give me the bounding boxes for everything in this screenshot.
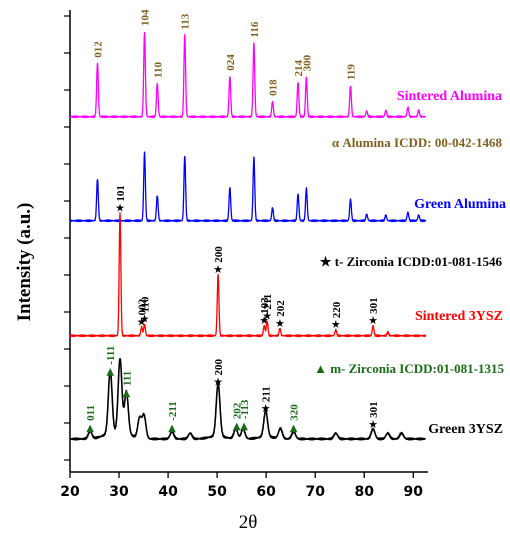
x-axis-label: 2θ [239,512,258,533]
monoclinic-triangle-marker: ▲ [106,367,114,378]
sintered-ysz-hkl-label: 211 [262,294,274,310]
tetragonal-star-marker: ★ [368,314,378,327]
tetragonal-star-marker: ★ [137,315,147,328]
green-ysz-hkl-label: 011 [85,405,97,421]
sintered-ysz-hkl-label: 202 [275,300,287,317]
series-line-sintered-3ysz [69,212,427,338]
tetragonal-star-marker: ★ [261,402,271,415]
alumina-hkl-label: 018 [268,79,280,96]
alumina-hkl-label: 024 [225,54,237,71]
green-ysz-hkl-label: 320 [289,404,301,421]
alumina-hkl-label: 119 [346,64,358,80]
legend-sintered-alumina: Sintered Alumina [397,89,502,104]
y-ticks [64,15,70,461]
tetragonal-star-marker: ★ [368,418,378,431]
green-ysz-hkl-label: 211 [261,386,273,402]
ref-m-zirconia: ▲ m- Zirconia ICDD:01-081-1315 [314,361,504,376]
tetragonal-star-marker: ★ [275,317,285,330]
sintered-ysz-hkl-label: 110 [140,296,152,312]
tetragonal-star-marker: ★ [259,314,269,327]
tetragonal-star-marker: ★ [213,263,223,276]
green-ysz-hkl-label: 202 [232,402,244,419]
x-tick-label: 40 [158,484,178,500]
sintered-ysz-hkl-label: 002 [137,298,149,315]
ref-t-zirconia: ★ t- Zirconia ICDD:01-081-1546 [320,254,503,269]
x-tick-label: 70 [305,484,325,500]
alumina-hkl-label: 113 [180,13,192,29]
alumina-hkl-label: 012 [92,41,104,58]
alumina-hkl-label: 116 [249,21,261,37]
legend-green-3ysz: Green 3YSZ [428,422,503,437]
ref-alpha-alumina: α Alumina ICDD: 00-042-1468 [332,135,503,150]
legend-sintered-3ysz: Sintered 3YSZ [415,309,503,324]
green-ysz-hkl-label: -111 [105,346,117,365]
y-axis-label: Intensity (a.u.) [14,203,35,322]
axes [69,10,428,473]
green-ysz-hkl-label: -113 [239,399,251,419]
x-tick-label: 90 [404,484,424,500]
green-ysz-hkl-label: -211 [167,401,179,421]
alumina-hkl-label: 110 [152,61,164,77]
tetragonal-star-marker: ★ [331,318,341,331]
green-ysz-hkl-label: 301 [368,401,380,418]
series-line-green-alumina [69,151,427,223]
series-line-sintered-alumina [69,31,427,119]
tetragonal-star-marker: ★ [115,202,125,215]
monoclinic-triangle-marker: ▲ [233,421,241,432]
tetragonal-star-marker: ★ [262,310,272,323]
tetragonal-star-marker: ★ [213,375,223,388]
series-layer [69,31,427,441]
alumina-hkl-label: 214 [293,59,305,76]
monoclinic-triangle-marker: ▲ [290,423,298,434]
x-ticks: 20 30 40 50 60 70 80 90 [60,472,423,500]
annotation-layer: 012104110113024116018214300119★101★002★1… [85,9,380,434]
series-line-green-3ysz [69,357,427,441]
monoclinic-triangle-marker: ▲ [240,421,248,432]
monoclinic-triangle-marker: ▲ [123,388,131,399]
green-ysz-hkl-label: 200 [213,358,225,375]
alumina-hkl-label: 300 [301,54,313,71]
x-tick-label: 50 [207,484,227,500]
monoclinic-triangle-marker: ▲ [86,423,94,434]
x-tick-label: 30 [109,484,129,500]
x-tick-label: 60 [256,484,276,500]
alumina-hkl-label: 104 [140,9,152,26]
x-tick-label: 20 [60,484,80,500]
legend-green-alumina: Green Alumina [414,197,506,212]
green-ysz-hkl-label: 111 [121,371,133,386]
x-tick-label: 80 [355,484,375,500]
sintered-ysz-hkl-label: 301 [368,297,380,314]
monoclinic-triangle-marker: ▲ [168,423,176,434]
tetragonal-star-marker: ★ [140,312,150,325]
sintered-ysz-hkl-label: 101 [115,185,127,202]
sintered-ysz-hkl-label: 200 [213,246,225,263]
sintered-ysz-hkl-label: 220 [331,301,343,318]
sintered-ysz-hkl-label: 103 [259,297,271,314]
